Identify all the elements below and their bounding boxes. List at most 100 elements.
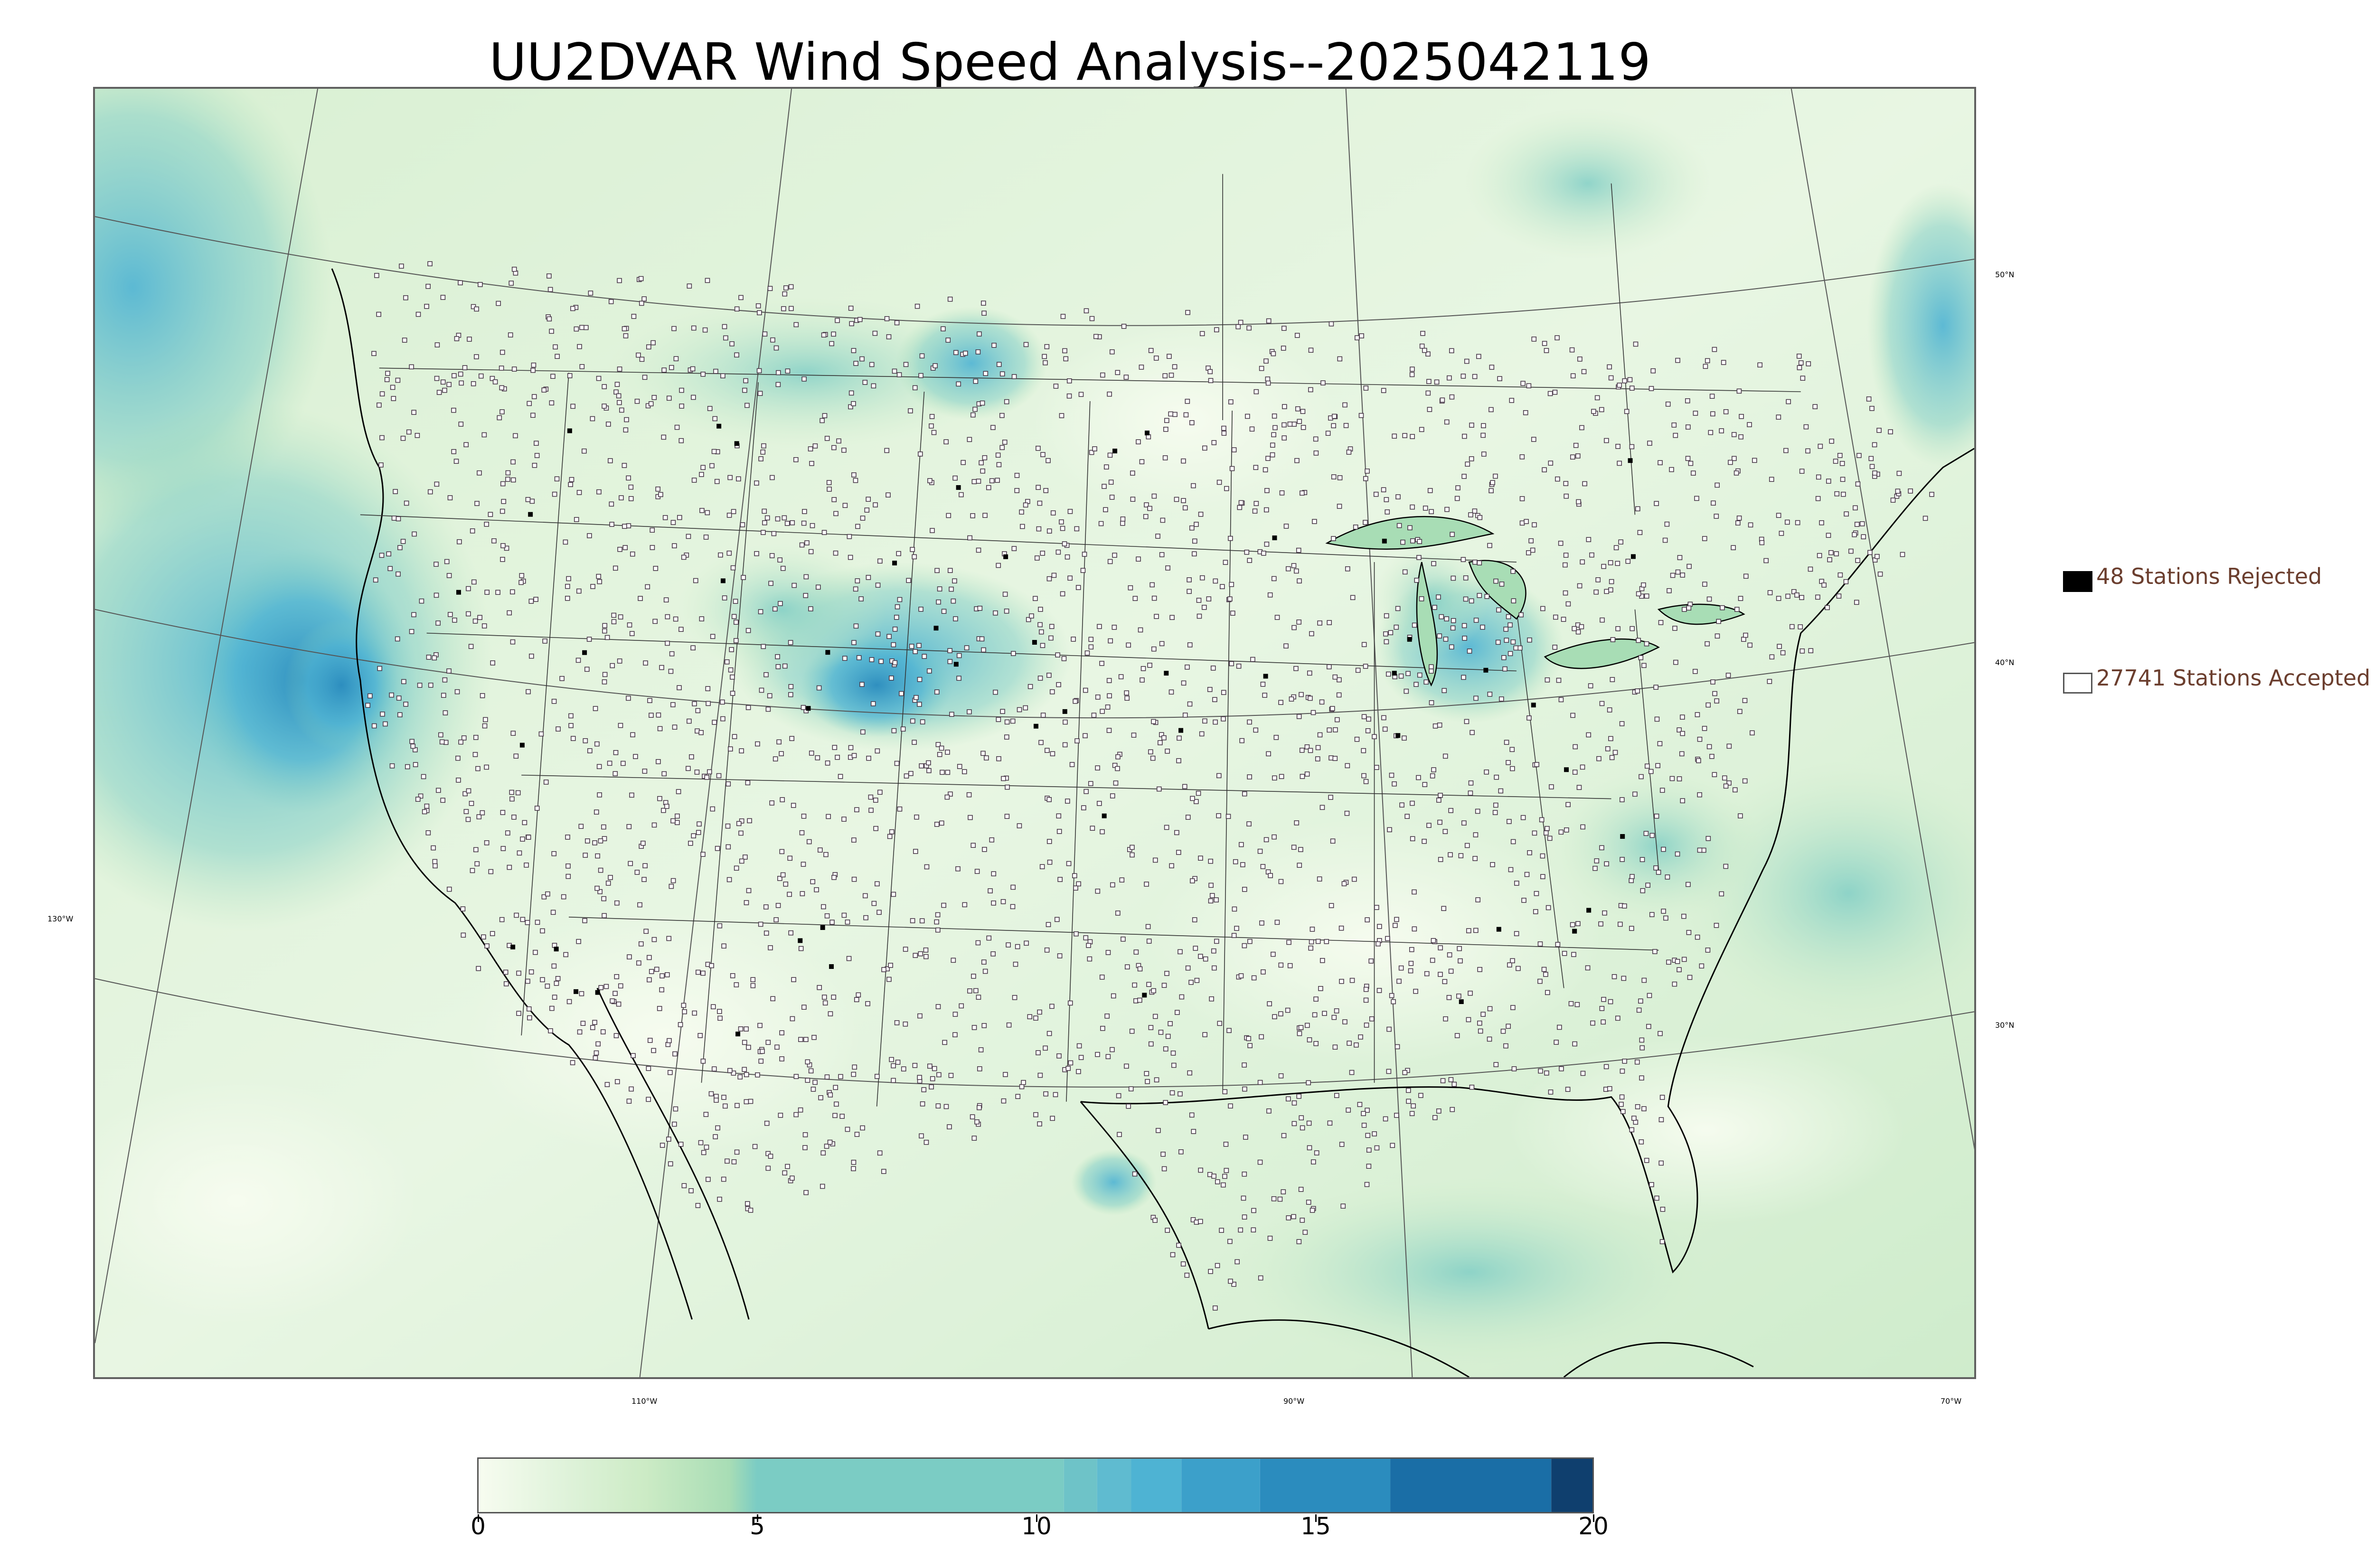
station-accepted-marker — [500, 810, 506, 815]
station-accepted-marker — [748, 1099, 754, 1104]
station-accepted-marker — [1385, 509, 1390, 515]
station-accepted-marker — [1617, 460, 1622, 466]
station-accepted-marker — [1569, 347, 1575, 353]
station-accepted-marker — [701, 1150, 707, 1155]
station-accepted-marker — [1283, 643, 1289, 649]
station-accepted-marker — [791, 582, 797, 588]
station-accepted-marker — [1065, 798, 1070, 804]
station-accepted-marker — [510, 477, 516, 483]
station-accepted-marker — [1006, 942, 1011, 948]
station-accepted-marker — [1010, 884, 1016, 890]
station-rejected-marker — [798, 938, 803, 943]
station-accepted-marker — [777, 557, 782, 563]
station-accepted-marker — [1494, 774, 1499, 780]
station-accepted-marker — [801, 862, 806, 867]
station-accepted-marker — [1861, 534, 1866, 540]
station-accepted-marker — [782, 1170, 788, 1176]
station-accepted-marker — [383, 721, 388, 727]
station-accepted-marker — [551, 963, 557, 969]
station-rejected-marker — [574, 989, 579, 994]
wind-speed-map[interactable] — [93, 87, 1976, 1379]
station-accepted-marker — [1365, 1108, 1370, 1113]
station-accepted-marker — [491, 538, 497, 544]
station-accepted-marker — [1519, 496, 1525, 501]
station-accepted-marker — [1580, 559, 1585, 565]
station-accepted-marker — [1299, 748, 1305, 753]
station-accepted-marker — [1002, 440, 1008, 445]
station-accepted-marker — [686, 534, 691, 539]
station-accepted-marker — [967, 709, 972, 714]
station-accepted-marker — [1161, 735, 1167, 741]
station-accepted-marker — [1714, 923, 1719, 928]
station-accepted-marker — [1143, 514, 1149, 519]
station-accepted-marker — [677, 685, 682, 690]
station-accepted-marker — [913, 953, 918, 958]
station-accepted-marker — [1653, 685, 1658, 690]
station-accepted-marker — [1328, 903, 1334, 908]
station-accepted-marker — [941, 902, 946, 908]
station-accepted-marker — [1470, 730, 1475, 735]
station-accepted-marker — [1624, 409, 1630, 414]
station-accepted-marker — [1002, 592, 1008, 597]
station-accepted-marker — [1743, 632, 1748, 638]
station-accepted-marker — [698, 730, 704, 735]
station-accepted-marker — [545, 891, 550, 897]
station-accepted-marker — [1741, 637, 1746, 642]
station-accepted-marker — [768, 1154, 773, 1159]
station-accepted-marker — [598, 838, 603, 844]
station-accepted-marker — [1588, 683, 1593, 688]
station-accepted-marker — [1132, 982, 1137, 988]
station-accepted-marker — [1128, 1086, 1134, 1091]
station-accepted-marker — [1448, 968, 1454, 974]
station-accepted-marker — [1631, 1116, 1637, 1121]
station-accepted-marker — [1812, 404, 1818, 409]
station-accepted-marker — [1644, 641, 1649, 647]
station-accepted-marker — [1466, 1017, 1471, 1023]
station-accepted-marker — [1310, 710, 1316, 715]
station-accepted-marker — [1038, 607, 1043, 612]
station-accepted-marker — [869, 362, 875, 367]
station-accepted-marker — [1633, 341, 1639, 347]
station-accepted-marker — [1327, 664, 1332, 669]
station-accepted-marker — [612, 991, 618, 996]
station-accepted-marker — [386, 551, 392, 557]
station-rejected-marker — [720, 578, 725, 583]
station-accepted-marker — [1458, 958, 1463, 964]
station-accepted-marker — [1688, 460, 1694, 466]
station-accepted-marker — [903, 362, 909, 367]
station-accepted-marker — [1565, 802, 1571, 807]
station-accepted-marker — [1252, 508, 1258, 514]
station-accepted-marker — [935, 742, 941, 747]
station-accepted-marker — [1104, 464, 1109, 469]
station-accepted-marker — [806, 839, 812, 845]
station-accepted-marker — [975, 349, 981, 355]
station-accepted-marker — [692, 1010, 697, 1016]
station-accepted-marker — [827, 1139, 833, 1145]
station-accepted-marker — [691, 394, 696, 400]
station-accepted-marker — [459, 380, 464, 386]
station-accepted-marker — [409, 629, 415, 634]
station-accepted-marker — [1056, 682, 1061, 687]
station-accepted-marker — [1339, 978, 1344, 984]
station-accepted-marker — [919, 918, 925, 924]
station-accepted-marker — [812, 1080, 818, 1085]
station-accepted-marker — [1509, 747, 1515, 752]
station-accepted-marker — [738, 1026, 744, 1032]
station-accepted-marker — [1417, 672, 1423, 678]
station-accepted-marker — [986, 935, 992, 941]
station-accepted-marker — [1720, 605, 1725, 610]
station-accepted-marker — [1216, 773, 1222, 779]
station-accepted-marker — [705, 510, 710, 516]
station-accepted-marker — [761, 644, 766, 649]
station-accepted-marker — [1469, 456, 1474, 461]
station-accepted-marker — [566, 999, 572, 1005]
station-accepted-marker — [1440, 397, 1445, 403]
station-accepted-marker — [782, 291, 788, 297]
station-accepted-marker — [1327, 620, 1332, 625]
station-accepted-marker — [1468, 790, 1473, 796]
station-accepted-marker — [919, 1133, 924, 1139]
station-accepted-marker — [758, 609, 763, 614]
station-accepted-marker — [935, 1103, 941, 1108]
station-accepted-marker — [1673, 432, 1678, 438]
station-accepted-marker — [760, 1049, 765, 1054]
